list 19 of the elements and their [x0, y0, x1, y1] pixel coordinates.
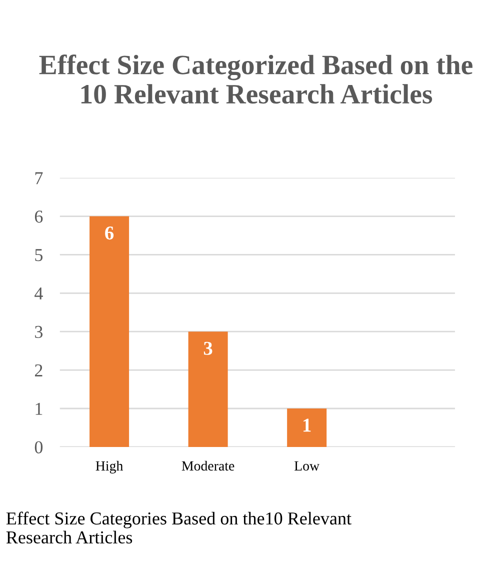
y-tick-label: 6: [34, 210, 43, 223]
chart-title: Effect Size Categorized Based on the 10 Relevant Research Articles: [39, 54, 472, 104]
x-tick-label: High: [96, 460, 123, 474]
bar: [287, 408, 327, 447]
y-tick-label: 3: [35, 326, 43, 338]
y-tick-label: 7: [35, 172, 43, 184]
data-label: 3: [204, 342, 212, 355]
data-label: 6: [105, 226, 114, 240]
bar: [188, 332, 228, 447]
x-tick-label: Low: [294, 461, 320, 471]
y-tick-label: 0: [34, 441, 43, 454]
x-tick-label: Moderate: [182, 460, 234, 471]
y-tick-label: 1: [36, 402, 42, 415]
bar: [90, 216, 130, 447]
y-tick-label: 5: [35, 249, 43, 262]
data-label: 1: [304, 418, 311, 432]
text: Effect Size Categories Based on the10 Relevant Research Articles: [6, 512, 352, 544]
y-tick-label: 4: [34, 288, 43, 300]
y-tick-label: 2: [34, 364, 42, 376]
